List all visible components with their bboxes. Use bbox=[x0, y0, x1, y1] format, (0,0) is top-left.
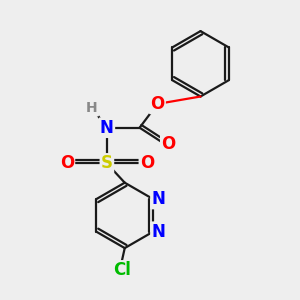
Text: O: O bbox=[60, 154, 74, 172]
Text: O: O bbox=[161, 135, 176, 153]
Text: N: N bbox=[100, 119, 114, 137]
Text: H: H bbox=[86, 101, 98, 116]
Text: N: N bbox=[152, 223, 165, 241]
Text: O: O bbox=[150, 95, 165, 113]
Text: N: N bbox=[152, 190, 165, 208]
Text: O: O bbox=[140, 154, 154, 172]
Text: Cl: Cl bbox=[113, 261, 131, 279]
Text: S: S bbox=[101, 154, 113, 172]
